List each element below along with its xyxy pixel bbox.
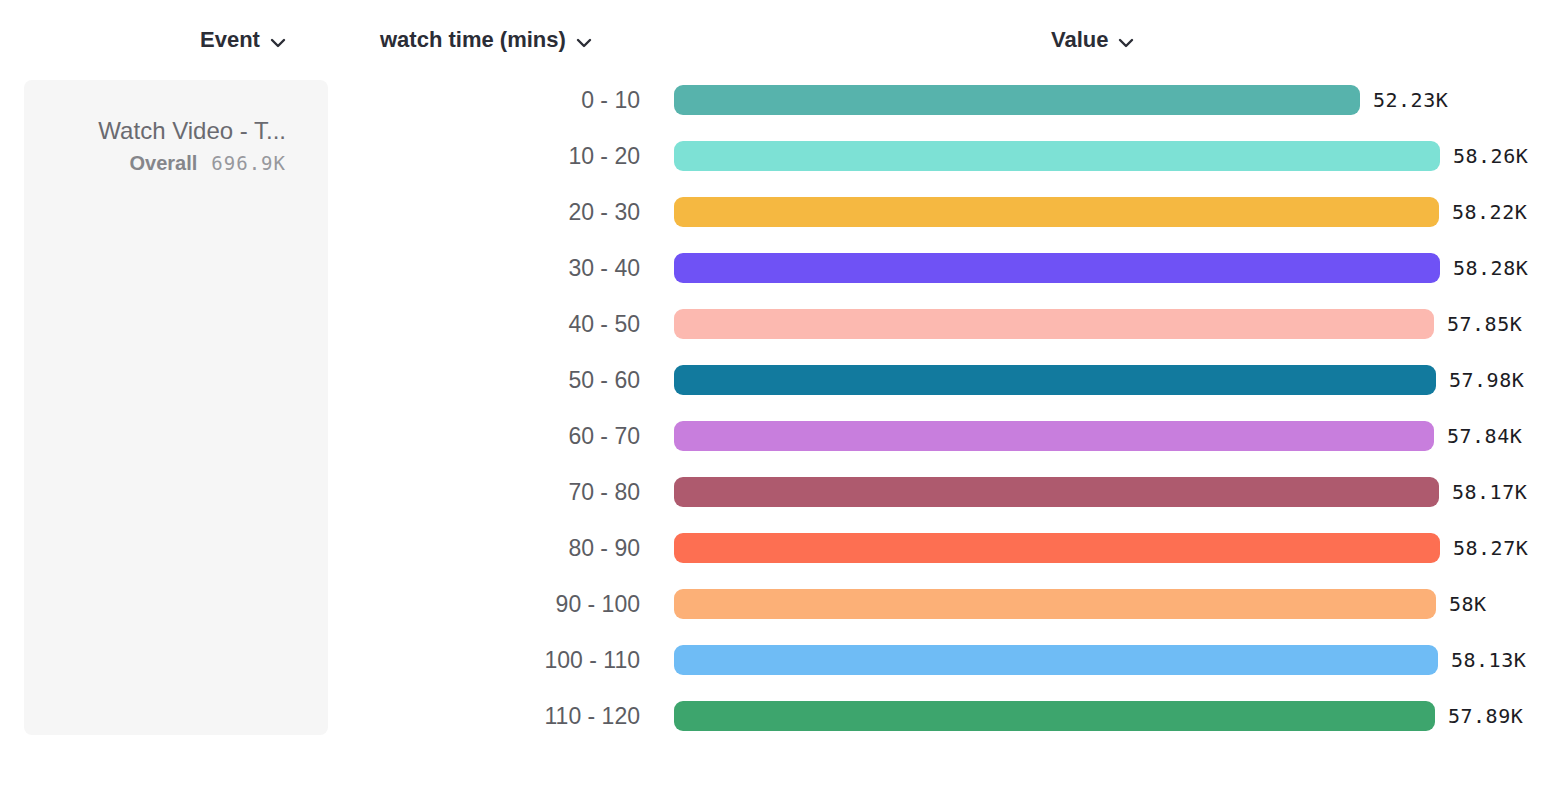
bar-segment[interactable] <box>674 701 1435 731</box>
chart-row: 20 - 30 58.22K <box>440 184 1560 240</box>
chevron-down-icon <box>576 38 592 48</box>
chart-row: 90 - 100 58K <box>440 576 1560 632</box>
event-legend-card: Watch Video - T... Overall 696.9K <box>24 80 328 735</box>
value-label: 58.26K <box>1453 144 1528 168</box>
category-label: 10 - 20 <box>440 143 640 170</box>
chevron-down-icon <box>270 38 286 48</box>
value-label: 58.28K <box>1453 256 1528 280</box>
chart-row: 80 - 90 58.27K <box>440 520 1560 576</box>
category-label: 20 - 30 <box>440 199 640 226</box>
bar-segment[interactable] <box>674 309 1434 339</box>
bar-segment[interactable] <box>674 477 1439 507</box>
value-label: 57.98K <box>1449 368 1524 392</box>
value-label: 57.85K <box>1447 312 1522 336</box>
bar-segment[interactable] <box>674 533 1440 563</box>
bar-segment[interactable] <box>674 85 1360 115</box>
breakdown-column-label: watch time (mins) <box>380 27 566 53</box>
chevron-down-icon <box>1118 38 1134 48</box>
category-label: 50 - 60 <box>440 367 640 394</box>
chart-row: 100 - 110 58.13K <box>440 632 1560 688</box>
value-label: 58.13K <box>1451 648 1526 672</box>
bar-segment[interactable] <box>674 365 1436 395</box>
chart-row: 30 - 40 58.28K <box>440 240 1560 296</box>
overall-row: Overall 696.9K <box>24 152 286 175</box>
chart-row: 70 - 80 58.17K <box>440 464 1560 520</box>
value-label: 57.89K <box>1448 704 1523 728</box>
event-name[interactable]: Watch Video - T... <box>24 116 286 146</box>
value-label: 57.84K <box>1447 424 1522 448</box>
bar-segment[interactable] <box>674 421 1434 451</box>
bar-segment[interactable] <box>674 589 1436 619</box>
overall-label: Overall <box>130 152 198 175</box>
bar-segment[interactable] <box>674 253 1440 283</box>
category-label: 110 - 120 <box>440 703 640 730</box>
chart-row: 110 - 120 57.89K <box>440 688 1560 744</box>
breakdown-column-dropdown[interactable]: watch time (mins) <box>380 27 592 53</box>
chart-row: 10 - 20 58.26K <box>440 128 1560 184</box>
category-label: 40 - 50 <box>440 311 640 338</box>
category-label: 0 - 10 <box>440 87 640 114</box>
category-label: 60 - 70 <box>440 423 640 450</box>
chart-row: 40 - 50 57.85K <box>440 296 1560 352</box>
chart-row: 0 - 10 52.23K <box>440 72 1560 128</box>
event-column-dropdown[interactable]: Event <box>200 27 286 53</box>
category-label: 90 - 100 <box>440 591 640 618</box>
bar-segment[interactable] <box>674 141 1440 171</box>
category-label: 100 - 110 <box>440 647 640 674</box>
chart-row: 60 - 70 57.84K <box>440 408 1560 464</box>
event-column-label: Event <box>200 27 260 53</box>
value-label: 52.23K <box>1373 88 1448 112</box>
value-label: 58.27K <box>1453 536 1528 560</box>
category-label: 80 - 90 <box>440 535 640 562</box>
bar-chart: 0 - 10 52.23K 10 - 20 58.26K 20 - 30 58.… <box>440 72 1560 744</box>
chart-row: 50 - 60 57.98K <box>440 352 1560 408</box>
value-label: 58K <box>1449 592 1487 616</box>
overall-value: 696.9K <box>211 152 286 174</box>
value-label: 58.17K <box>1452 480 1527 504</box>
category-label: 30 - 40 <box>440 255 640 282</box>
insights-report: Event watch time (mins) Value Watch Vide… <box>0 0 1568 790</box>
bar-segment[interactable] <box>674 197 1439 227</box>
category-label: 70 - 80 <box>440 479 640 506</box>
value-column-dropdown[interactable]: Value <box>1051 27 1134 53</box>
value-column-label: Value <box>1051 27 1108 53</box>
bar-segment[interactable] <box>674 645 1438 675</box>
value-label: 58.22K <box>1452 200 1527 224</box>
